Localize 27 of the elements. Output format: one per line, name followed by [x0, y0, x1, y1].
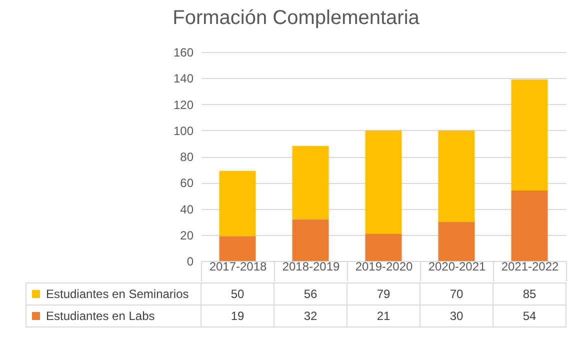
- legend-label: Estudiantes en Labs: [46, 309, 155, 323]
- data-label: 56: [304, 287, 318, 301]
- data-label: 54: [522, 309, 536, 323]
- data-label: 50: [230, 287, 244, 301]
- data-label: 19: [230, 309, 244, 323]
- data-label: 70: [450, 287, 464, 301]
- data-label: 30: [450, 309, 464, 323]
- x-tick-label: 2020-2021: [428, 260, 486, 274]
- y-tick-label: 40: [180, 202, 194, 216]
- y-tick-label: 160: [173, 46, 194, 60]
- y-tick-label: 140: [173, 72, 194, 86]
- x-tick-label: 2017-2018: [209, 260, 268, 274]
- y-tick-label: 20: [180, 228, 194, 242]
- x-tick-label: 2021-2022: [501, 260, 560, 274]
- legend-label: Estudiantes en Seminarios: [46, 287, 189, 301]
- data-label: 21: [376, 309, 390, 323]
- data-label: 32: [304, 309, 318, 323]
- data-label: 79: [376, 287, 390, 301]
- y-tick-label: 120: [173, 98, 194, 112]
- chart-title: Formación Complementaria: [172, 7, 420, 29]
- y-tick-label: 80: [180, 150, 194, 164]
- y-tick-label: 60: [180, 176, 194, 190]
- data-label: 85: [522, 287, 536, 301]
- y-tick-label: 0: [186, 254, 194, 268]
- y-tick-label: 100: [173, 124, 194, 138]
- x-tick-label: 2018-2019: [282, 260, 340, 274]
- x-tick-label: 2019-2020: [355, 260, 414, 274]
